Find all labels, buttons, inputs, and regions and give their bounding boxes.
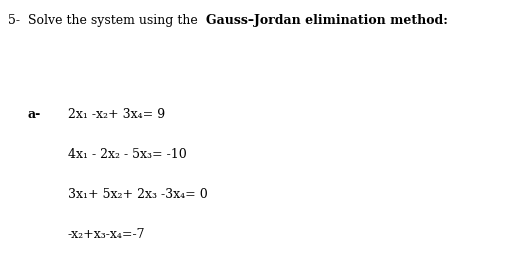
Text: 2x₁ -x₂+ 3x₄= 9: 2x₁ -x₂+ 3x₄= 9 (68, 108, 165, 121)
Text: -x₂+x₃-x₄=-7: -x₂+x₃-x₄=-7 (68, 228, 145, 241)
Text: a-: a- (28, 108, 41, 121)
Text: 5-  Solve the system using the: 5- Solve the system using the (8, 14, 206, 27)
Text: Gauss–Jordan elimination method:: Gauss–Jordan elimination method: (206, 14, 448, 27)
Text: 4x₁ - 2x₂ - 5x₃= -10: 4x₁ - 2x₂ - 5x₃= -10 (68, 148, 187, 161)
Text: 3x₁+ 5x₂+ 2x₃ -3x₄= 0: 3x₁+ 5x₂+ 2x₃ -3x₄= 0 (68, 188, 208, 201)
